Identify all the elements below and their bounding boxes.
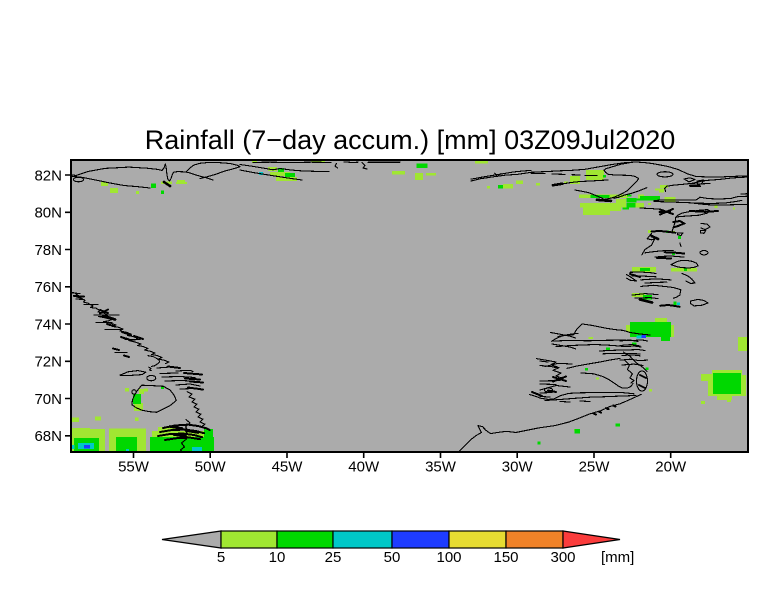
- svg-text:45W: 45W: [272, 459, 304, 476]
- svg-text:Rainfall (7−day accum.) [mm] 0: Rainfall (7−day accum.) [mm] 03Z09Jul202…: [145, 125, 676, 155]
- svg-text:100: 100: [436, 549, 461, 566]
- svg-text:150: 150: [493, 549, 518, 566]
- svg-text:74N: 74N: [34, 316, 62, 333]
- svg-text:5: 5: [217, 549, 225, 566]
- svg-text:68N: 68N: [34, 428, 62, 445]
- svg-text:300: 300: [550, 549, 575, 566]
- svg-text:40W: 40W: [348, 459, 380, 476]
- svg-text:30W: 30W: [502, 459, 534, 476]
- svg-text:82N: 82N: [34, 167, 62, 184]
- svg-text:50W: 50W: [195, 459, 227, 476]
- svg-text:10: 10: [269, 549, 286, 566]
- svg-text:55W: 55W: [118, 459, 150, 476]
- svg-text:78N: 78N: [34, 242, 62, 259]
- svg-text:72N: 72N: [34, 354, 62, 371]
- svg-text:25W: 25W: [579, 459, 611, 476]
- svg-text:76N: 76N: [34, 279, 62, 296]
- svg-text:20W: 20W: [655, 459, 687, 476]
- svg-text:35W: 35W: [425, 459, 457, 476]
- svg-text:25: 25: [325, 549, 342, 566]
- svg-text:70N: 70N: [34, 391, 62, 408]
- svg-text:80N: 80N: [34, 205, 62, 222]
- svg-text:50: 50: [384, 549, 401, 566]
- svg-text:[mm]: [mm]: [601, 549, 634, 566]
